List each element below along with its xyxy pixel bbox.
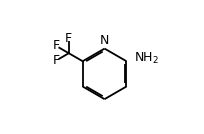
Text: NH$_2$: NH$_2$ — [134, 51, 159, 66]
Text: F: F — [52, 54, 60, 67]
Text: N: N — [100, 34, 109, 47]
Text: F: F — [65, 32, 72, 45]
Text: F: F — [52, 39, 60, 52]
